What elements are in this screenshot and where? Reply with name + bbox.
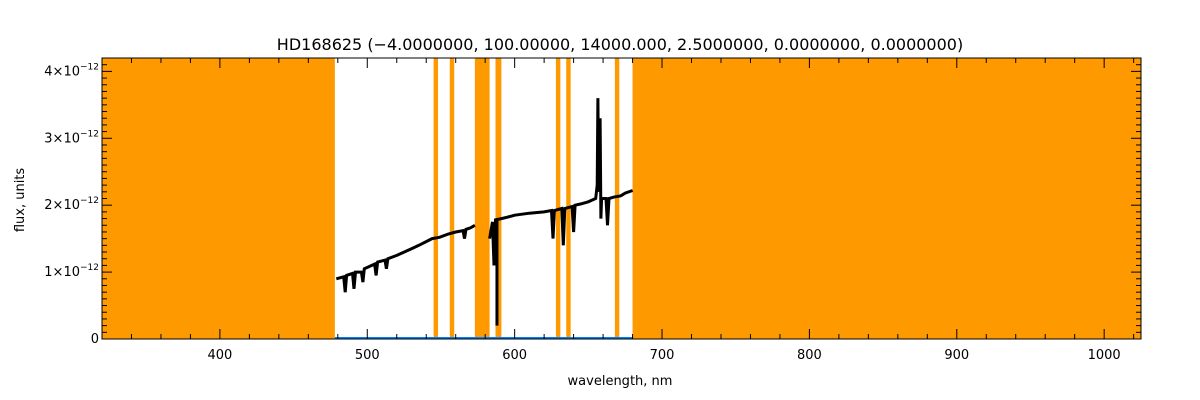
- y-tick-label: 0: [91, 332, 99, 347]
- y-axis-label: flux, units: [13, 168, 28, 233]
- spectrum-series: [334, 98, 634, 339]
- x-tick-label: 1000: [1088, 348, 1121, 363]
- masked-region-5: [555, 58, 561, 339]
- x-tick-label: 500: [355, 348, 380, 363]
- masked-region-4: [495, 58, 502, 339]
- masked-region-6: [566, 58, 571, 339]
- spectrum-segment-2: [488, 98, 634, 266]
- y-tick-label: 2×10−12: [44, 196, 99, 213]
- x-axis-label: wavelength, nm: [568, 374, 673, 389]
- x-axis: 400 500 600 700 800 900 1000: [101, 58, 1135, 363]
- y-axis: 0 1×10−12 2×10−12 3×10−12 4×10−12: [44, 57, 1141, 347]
- x-tick-label: 600: [502, 348, 527, 363]
- y-tick-label: 3×10−12: [44, 129, 99, 146]
- x-tick-label: 400: [207, 348, 232, 363]
- chart-title: HD168625 (−4.0000000, 100.00000, 14000.0…: [277, 35, 963, 54]
- y-tick-label: 1×10−12: [44, 263, 99, 280]
- x-tick-label: 900: [944, 348, 969, 363]
- masked-regions: [102, 58, 1141, 339]
- masked-region-1: [433, 58, 439, 339]
- spectrum-segment-1: [335, 224, 476, 293]
- y-tick-label: 4×10−12: [44, 62, 99, 79]
- masked-region-8: [632, 58, 1141, 339]
- masked-region-0: [102, 58, 335, 339]
- masked-region-2: [449, 58, 455, 339]
- x-tick-label: 800: [797, 348, 822, 363]
- masked-region-7: [614, 58, 620, 339]
- masked-region-3: [474, 58, 490, 339]
- x-tick-label: 700: [650, 348, 675, 363]
